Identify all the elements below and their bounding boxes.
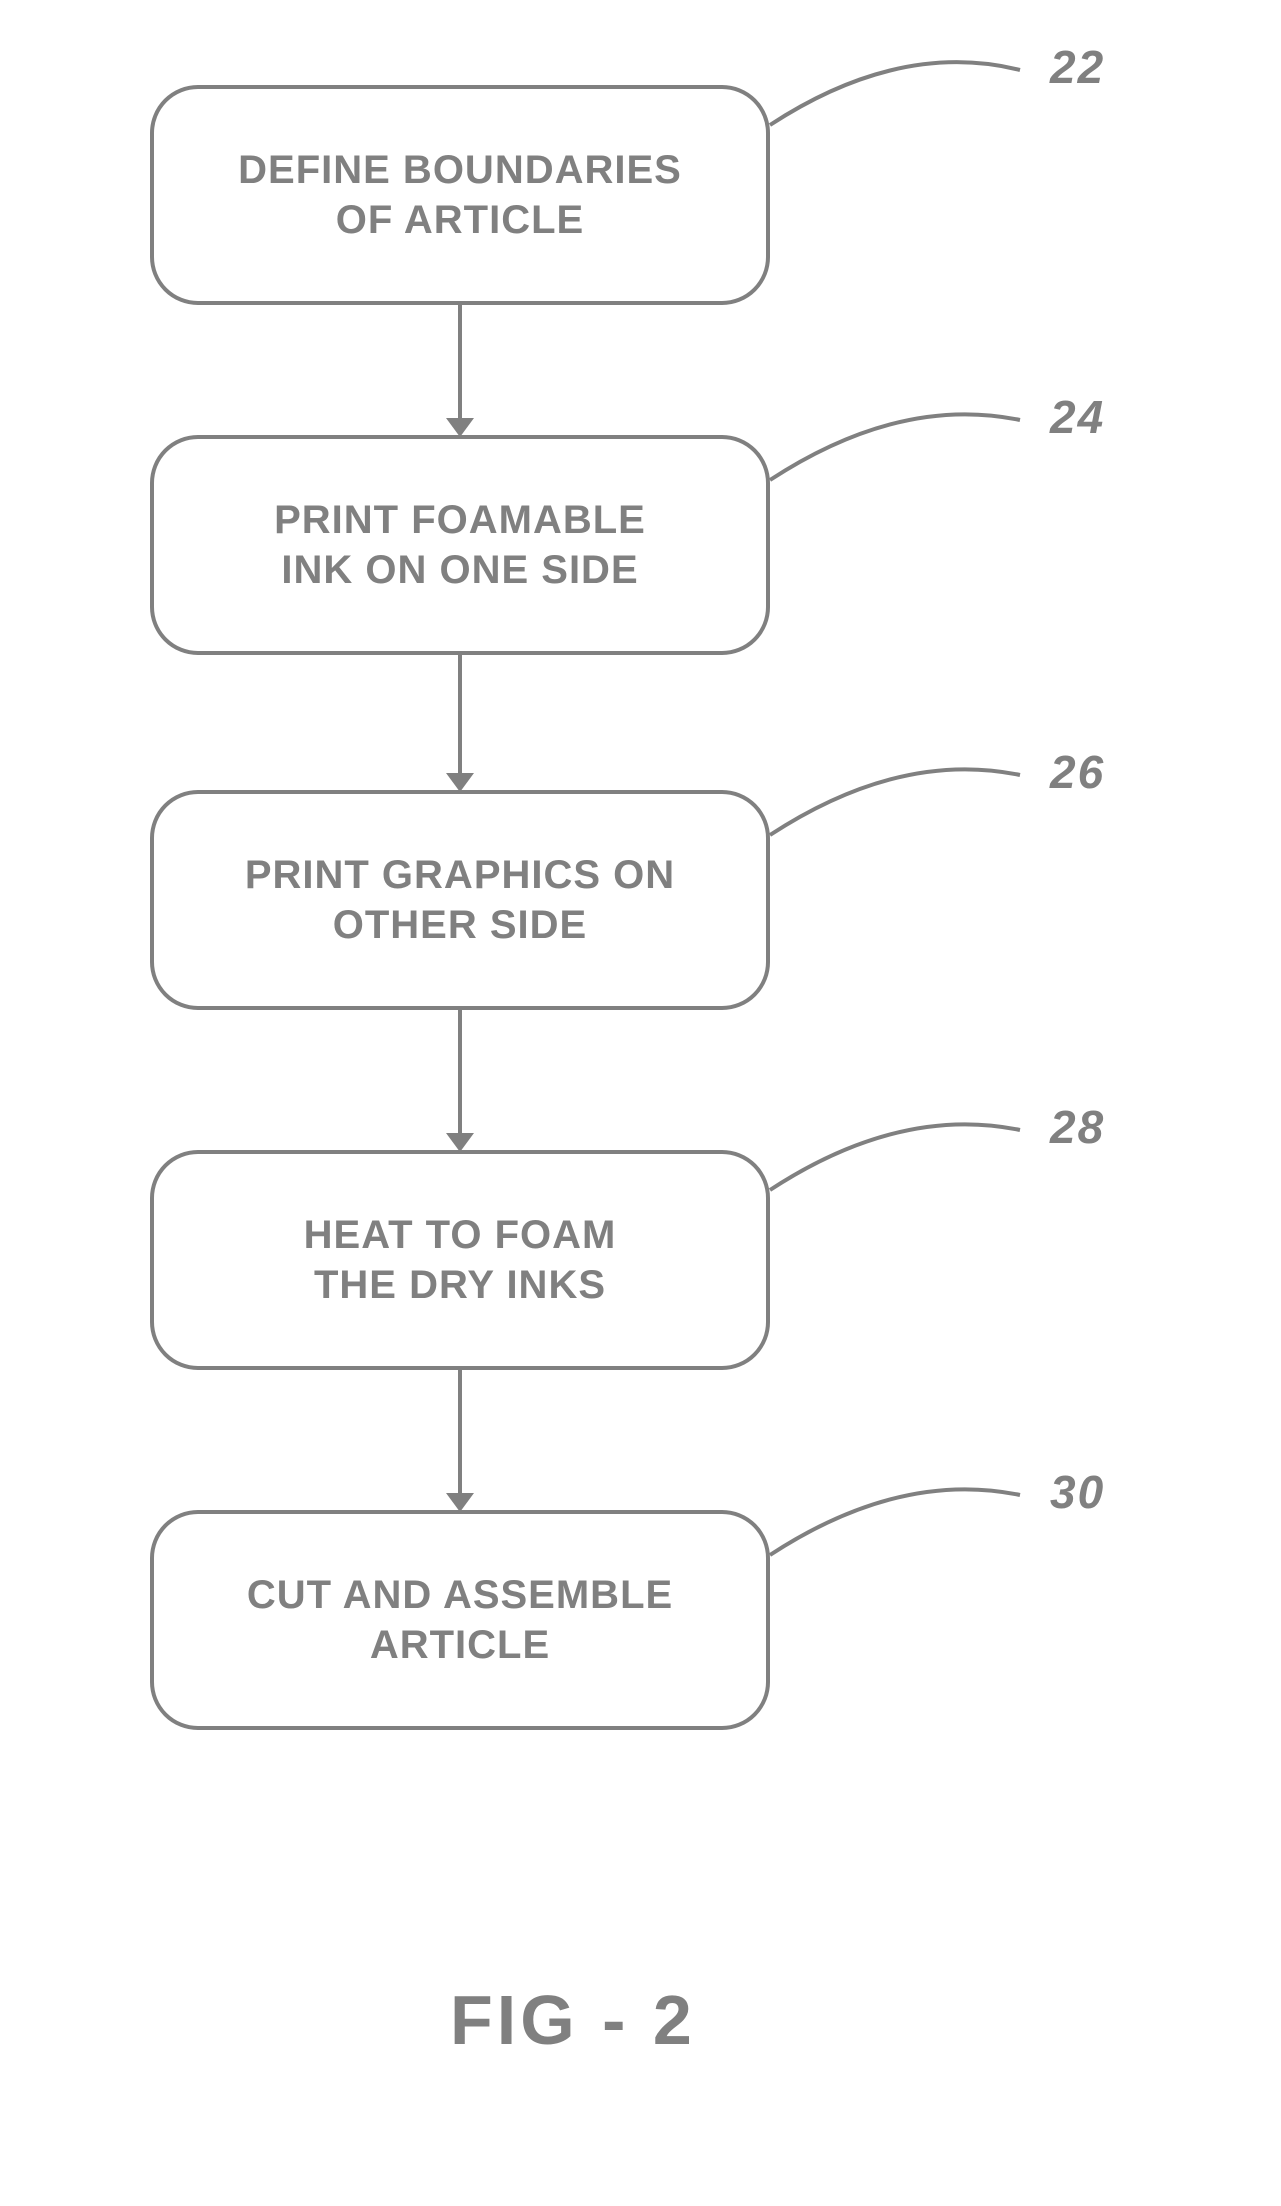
ref-label-26: 26 (1050, 745, 1105, 799)
flow-step-30: CUT AND ASSEMBLE ARTICLE (150, 1510, 770, 1730)
leader-line-28 (760, 1095, 1030, 1200)
flow-step-28: HEAT TO FOAM THE DRY INKS (150, 1150, 770, 1370)
flow-step-text-26: PRINT GRAPHICS ON OTHER SIDE (245, 850, 675, 950)
flow-step-22: DEFINE BOUNDARIES OF ARTICLE (150, 85, 770, 305)
leader-line-22 (760, 30, 1030, 135)
leader-line-24 (760, 385, 1030, 490)
flow-step-text-28: HEAT TO FOAM THE DRY INKS (304, 1210, 617, 1310)
flowchart-canvas: DEFINE BOUNDARIES OF ARTICLE 22 PRINT FOAM… (0, 0, 1281, 2206)
ref-label-22: 22 (1050, 40, 1105, 94)
flow-step-text-24: PRINT FOAMABLE INK ON ONE SIDE (274, 495, 646, 595)
arrow-26-28 (458, 1010, 462, 1133)
arrow-24-26 (458, 655, 462, 773)
arrow-22-24 (458, 305, 462, 418)
flow-step-24: PRINT FOAMABLE INK ON ONE SIDE (150, 435, 770, 655)
figure-title: FIG - 2 (450, 1980, 696, 2060)
flow-step-26: PRINT GRAPHICS ON OTHER SIDE (150, 790, 770, 1010)
ref-label-28: 28 (1050, 1100, 1105, 1154)
ref-label-30: 30 (1050, 1465, 1105, 1519)
arrow-28-30 (458, 1370, 462, 1493)
flow-step-text-22: DEFINE BOUNDARIES OF ARTICLE (238, 145, 682, 245)
leader-line-26 (760, 740, 1030, 845)
flow-step-text-30: CUT AND ASSEMBLE ARTICLE (247, 1570, 673, 1670)
ref-label-24: 24 (1050, 390, 1105, 444)
leader-line-30 (760, 1460, 1030, 1565)
